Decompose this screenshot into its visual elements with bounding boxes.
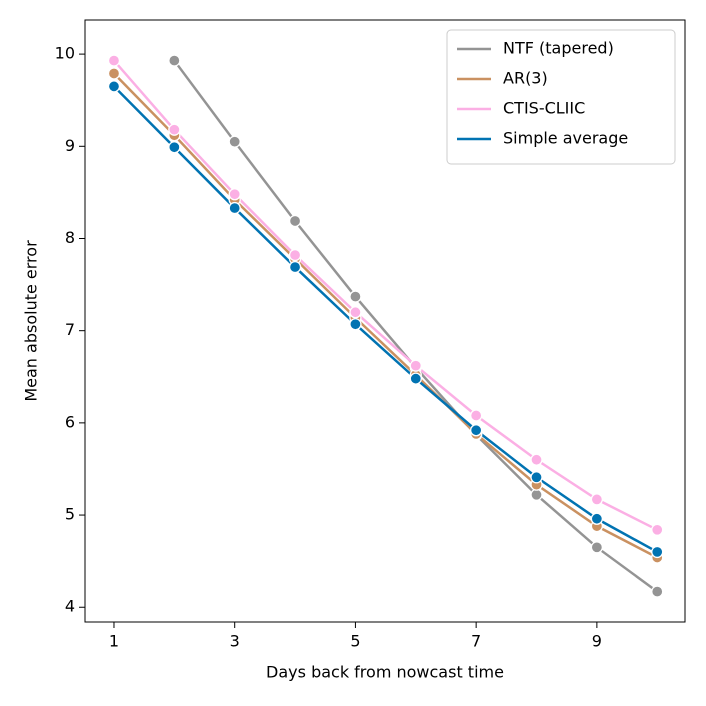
point — [409, 359, 422, 372]
point — [228, 188, 241, 201]
point — [288, 214, 302, 228]
point — [288, 260, 302, 274]
y-tick-label: 4 — [65, 597, 75, 616]
point — [651, 545, 664, 559]
point — [590, 541, 604, 554]
point — [107, 67, 121, 80]
series-line — [113, 72, 658, 559]
point — [349, 290, 362, 303]
legend-label: CTIS-CLIIC — [503, 99, 585, 118]
point — [590, 512, 604, 525]
x-tick-label: 3 — [230, 632, 240, 651]
x-axis-label: Days back from nowcast time — [266, 663, 504, 682]
point — [168, 54, 181, 67]
point — [469, 424, 483, 437]
y-tick-label: 7 — [65, 320, 75, 339]
legend-label: Simple average — [503, 129, 628, 148]
point — [228, 201, 241, 215]
legend: NTF (tapered) AR(3) CTIS-CLIIC Simple avera… — [446, 29, 676, 165]
y-tick-label: 6 — [65, 412, 75, 431]
point — [107, 54, 121, 67]
legend-label: AR(3) — [503, 69, 548, 88]
point — [228, 135, 241, 148]
x-tick-label: 5 — [350, 632, 360, 651]
x-tick-label: 1 — [109, 632, 119, 651]
point — [409, 372, 422, 385]
x-tick-label: 7 — [471, 632, 481, 651]
point — [530, 471, 543, 484]
x-tick-label: 9 — [592, 632, 602, 651]
point — [651, 523, 664, 536]
y-axis-label: Mean absolute error — [22, 240, 41, 402]
point — [530, 453, 543, 466]
point — [168, 141, 181, 154]
y-tick-label: 10 — [55, 44, 75, 63]
point — [590, 493, 604, 506]
point — [349, 318, 362, 331]
legend-box — [446, 29, 676, 165]
y-tick-label: 9 — [65, 136, 75, 155]
point — [530, 488, 543, 501]
point — [349, 306, 362, 319]
series-line — [113, 85, 658, 554]
y-tick-label: 5 — [65, 505, 75, 524]
point — [168, 123, 181, 136]
legend-label: NTF (tapered) — [503, 39, 614, 58]
point — [288, 248, 302, 262]
point — [651, 585, 664, 598]
point — [469, 409, 483, 422]
y-tick-label: 8 — [65, 228, 75, 247]
point — [107, 80, 121, 93]
plot-frame — [84, 19, 686, 623]
series-line — [113, 59, 658, 531]
